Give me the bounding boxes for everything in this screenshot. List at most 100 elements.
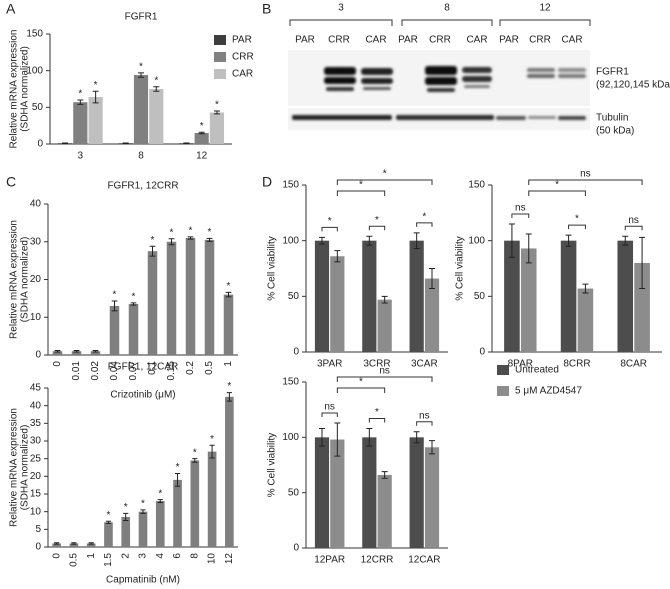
significance: * <box>141 499 145 510</box>
y-tick-label: 5 <box>35 524 41 535</box>
error-bar <box>381 471 388 479</box>
bar <box>88 97 103 144</box>
x-tick-label: 1.5 <box>103 553 114 567</box>
y-tick-label: 150 <box>468 180 485 191</box>
bar <box>133 75 149 144</box>
x-axis-label: Capmatinib (nM) <box>106 575 180 586</box>
x-tick-label: 12 <box>224 553 235 565</box>
y-axis-label: (SDHA normalized) <box>20 46 31 132</box>
x-tick-label: 8 <box>189 553 200 559</box>
legend-label: CAR <box>232 69 253 80</box>
error-bar <box>582 283 589 294</box>
bar <box>128 304 139 355</box>
bar <box>560 240 577 352</box>
panel-label: B <box>262 1 271 17</box>
x-tick-label: 1 <box>223 361 234 367</box>
x-axis-label: Crizotinib (μM) <box>110 390 175 401</box>
bracket <box>321 412 338 417</box>
error-bar <box>565 234 572 247</box>
bar <box>424 278 440 352</box>
error-bar <box>198 131 205 135</box>
x-tick-label: 10 <box>207 553 218 565</box>
bar <box>138 511 148 547</box>
significance: * <box>193 447 197 458</box>
error-bar <box>149 245 156 257</box>
bracket <box>416 421 433 426</box>
bar <box>173 479 182 547</box>
lane-label: CAR <box>466 35 487 46</box>
bar <box>314 437 330 548</box>
y-tick-label: 40 <box>30 400 42 411</box>
y-tick-label: 25 <box>30 453 42 464</box>
x-tick-label: 3CAR <box>411 359 438 370</box>
significance: * <box>154 75 158 86</box>
legend-swatch <box>497 386 509 396</box>
error-bar <box>153 86 160 92</box>
y-tick-label: 100 <box>26 65 43 76</box>
bar <box>86 543 96 547</box>
x-tick-label: 1 <box>86 553 97 559</box>
error-bar <box>639 236 646 290</box>
x-tick-label: 8CAR <box>620 359 647 370</box>
bracket <box>528 179 643 185</box>
bar <box>190 460 200 547</box>
significance: * <box>158 488 162 499</box>
bar <box>314 240 330 352</box>
error-bar <box>413 232 420 249</box>
bar <box>409 437 424 548</box>
bracket <box>368 417 386 423</box>
x-tick-label: 0.1 <box>147 361 158 375</box>
bar <box>504 240 520 352</box>
significance: * <box>208 227 212 238</box>
bracket <box>321 226 338 232</box>
error-bar <box>54 349 61 353</box>
panel-label: C <box>6 174 16 190</box>
significance: * <box>107 510 111 521</box>
y-tick-label: 10 <box>30 312 42 323</box>
lane-label: CRR <box>328 35 350 46</box>
error-bar <box>138 72 144 78</box>
bar <box>104 522 113 547</box>
error-bar <box>92 349 99 353</box>
error-bar <box>429 440 436 455</box>
y-tick-label: 150 <box>282 180 299 191</box>
bar <box>617 240 634 352</box>
error-bar <box>413 431 420 444</box>
bar <box>377 299 392 352</box>
significance: * <box>176 462 180 473</box>
x-tick-label: 0 <box>51 553 62 559</box>
error-bar <box>366 427 373 447</box>
error-bar <box>71 542 77 545</box>
y-tick-label: 30 <box>30 436 42 447</box>
error-bar <box>192 458 198 463</box>
group-bracket <box>289 19 591 26</box>
significance: * <box>215 100 219 111</box>
bar <box>73 102 88 144</box>
bracket <box>624 225 643 231</box>
significance: * <box>200 121 204 132</box>
band-size: (92,120,145 kDa) <box>596 80 670 91</box>
x-tick-label: 12 <box>196 151 208 162</box>
lane-label: CAR <box>365 35 386 46</box>
y-tick-label: 0 <box>35 542 41 553</box>
x-tick-label: 0.5 <box>69 553 80 567</box>
x-tick-label: 4 <box>155 553 166 559</box>
bar <box>209 112 225 144</box>
x-tick-label: 8PAR <box>508 359 533 370</box>
bar <box>109 305 120 355</box>
x-tick-label: 6 <box>172 553 183 559</box>
group-label: 8 <box>444 3 450 14</box>
error-bar <box>334 422 341 457</box>
error-bar <box>88 542 94 545</box>
lane-label: CAR <box>561 35 582 46</box>
panel-label: A <box>6 1 16 17</box>
error-bar <box>111 300 118 312</box>
error-bar <box>318 427 325 447</box>
bracket-label: * <box>555 180 559 191</box>
x-tick-label: 0.02 <box>90 361 101 381</box>
x-tick-label: 12PAR <box>314 555 345 566</box>
bar <box>362 437 377 548</box>
x-tick-label: 8CRR <box>563 359 590 370</box>
y-tick-label: 35 <box>30 418 42 429</box>
